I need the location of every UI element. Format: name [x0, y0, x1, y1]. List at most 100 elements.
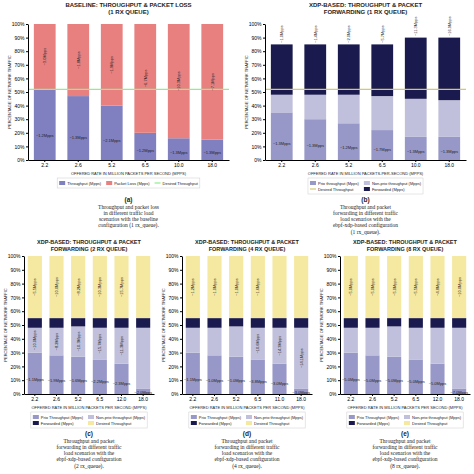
bar-series	[344, 353, 466, 394]
tick: 0%	[254, 157, 265, 163]
bar	[430, 318, 444, 328]
caption-text-line: load scenarios with the	[64, 450, 115, 456]
tick: 70%	[168, 295, 182, 301]
plot-area	[28, 24, 229, 160]
legend-swatch	[88, 415, 94, 419]
tick-label: 70%	[251, 62, 262, 68]
bar-series	[271, 38, 460, 101]
data-label: ~3.0Mpps	[292, 390, 310, 395]
bar	[207, 328, 221, 356]
tick: 60%	[251, 76, 265, 82]
tick-label: 6.5	[412, 396, 419, 402]
bar	[136, 318, 150, 328]
bar	[338, 44, 360, 94]
legend-item: Prio Throughput (Mpps)	[33, 415, 84, 420]
chart-title-line: XDP-BASED: THROUGHPUT & PACKET	[309, 2, 423, 8]
tick: 2.2	[347, 394, 354, 402]
tick-label: 18.0	[138, 396, 148, 402]
legend-swatch	[404, 415, 410, 419]
chart-title: BASELINE: THROUGHPUT & PACKET LOSS(1 RX …	[65, 2, 191, 15]
bar	[229, 357, 243, 394]
tick: 90%	[14, 35, 28, 41]
bar	[136, 256, 150, 318]
tick-label: 90%	[14, 35, 25, 41]
tick-mark	[338, 325, 340, 326]
legend-label: Non-prio throughput (Mpps)	[372, 181, 422, 186]
bar	[136, 328, 150, 389]
tick-label: 80%	[251, 48, 262, 54]
bar	[71, 318, 85, 326]
bar	[294, 256, 308, 318]
tick-label: 6.5	[254, 396, 261, 402]
legend-label: Non-prio throughput (Mpps)	[254, 415, 304, 420]
data-label: ~7.1Mpps	[210, 73, 215, 91]
bar	[71, 357, 85, 394]
legend-item: Non-prio throughput (Mpps)	[246, 415, 304, 420]
data-label: ~15.7Mpps	[119, 277, 124, 297]
bar	[344, 328, 358, 353]
tick-mark	[22, 325, 24, 326]
data-label: ~5.0Mpps	[407, 379, 425, 384]
tick-label: 50%	[10, 322, 21, 328]
data-label: ~1.2Mpps	[36, 133, 54, 138]
caption-text-line: (2 rx_queue).	[74, 463, 104, 470]
legend-label: Packet Loss (Mpps)	[114, 181, 150, 186]
bar	[186, 318, 200, 328]
y-axis-title: PERCENTAGE OF NETWORK TRAFFIC	[244, 55, 249, 129]
tick-label: 10%	[14, 144, 25, 150]
y-axis: 0%10%20%30%40%50%60%70%80%90%100%	[166, 253, 183, 397]
data-label: ~1.3Mpps	[170, 150, 188, 155]
chart-title: XDP-BASED: THROUGHPUT & PACKETFORWARDING…	[309, 2, 423, 15]
tick: 40%	[326, 336, 340, 342]
tick-label: 50%	[326, 322, 337, 328]
bar-series	[186, 318, 308, 328]
tick-label: 100%	[12, 21, 25, 27]
data-label: ~1.0Mpps	[227, 378, 245, 383]
legend-frame	[189, 412, 305, 428]
bar	[207, 355, 221, 394]
tick: 90%	[168, 267, 182, 273]
data-label: ~2.3Mpps	[113, 381, 131, 386]
tick: 70%	[14, 62, 28, 68]
tick: 90%	[10, 267, 24, 273]
data-label: ~1.6Mpps	[255, 278, 260, 296]
tick-label: 6.5	[379, 162, 386, 168]
caption-text-line: configuration (1 rx_queue).	[98, 222, 159, 229]
x-axis: 2.22.65.26.512.018.0	[25, 394, 155, 402]
tick-label: 30%	[326, 350, 337, 356]
tick-label: 10.0	[174, 162, 184, 168]
data-label: ~16.9Mpps	[447, 16, 452, 36]
x-axis: 2.22.65.26.510.018.0	[29, 160, 230, 168]
tick-mark	[263, 119, 265, 120]
chart-panel: XDP-BASED: THROUGHPUT & PACKETFORWARDING…	[3, 239, 155, 470]
data-label: ~1.0Mpps	[206, 378, 224, 383]
tick: 2.6	[312, 160, 319, 168]
bar	[294, 318, 308, 328]
x-axis: 2.22.65.26.512.018.0	[341, 394, 471, 402]
data-labels: ~1.2Mpps~1.3Mpps~2.1Mpps~1.2Mpps~1.3Mpps…	[36, 48, 221, 156]
tick-label: 10%	[168, 377, 179, 383]
data-label: ~5.5Mpps	[32, 278, 37, 296]
chart-title-line: XDP-BASED: THROUGHPUT & PACKET	[353, 239, 457, 245]
reference-line	[265, 89, 466, 90]
bar	[365, 318, 379, 328]
tick-mark	[22, 311, 24, 312]
bar	[168, 24, 190, 138]
data-label: ~1.1Mpps	[26, 377, 44, 382]
bar	[387, 326, 401, 356]
tick-mark	[338, 256, 340, 257]
legend-frame	[31, 412, 147, 428]
caption-text-line: ebpf-xdp-based configuration	[56, 456, 121, 462]
data-label: ~3.8Mpps	[249, 379, 267, 384]
bar	[114, 328, 128, 364]
tick-mark	[263, 106, 265, 107]
tick-mark	[338, 353, 340, 354]
bar	[34, 24, 56, 89]
tick-label: 2.6	[369, 396, 376, 402]
tick-label: 60%	[168, 308, 179, 314]
tick-mark	[180, 297, 182, 298]
legend-item: Desired Throughput	[155, 181, 199, 186]
bar	[430, 256, 444, 318]
tick: 5.2	[75, 394, 82, 402]
tick-mark	[338, 297, 340, 298]
